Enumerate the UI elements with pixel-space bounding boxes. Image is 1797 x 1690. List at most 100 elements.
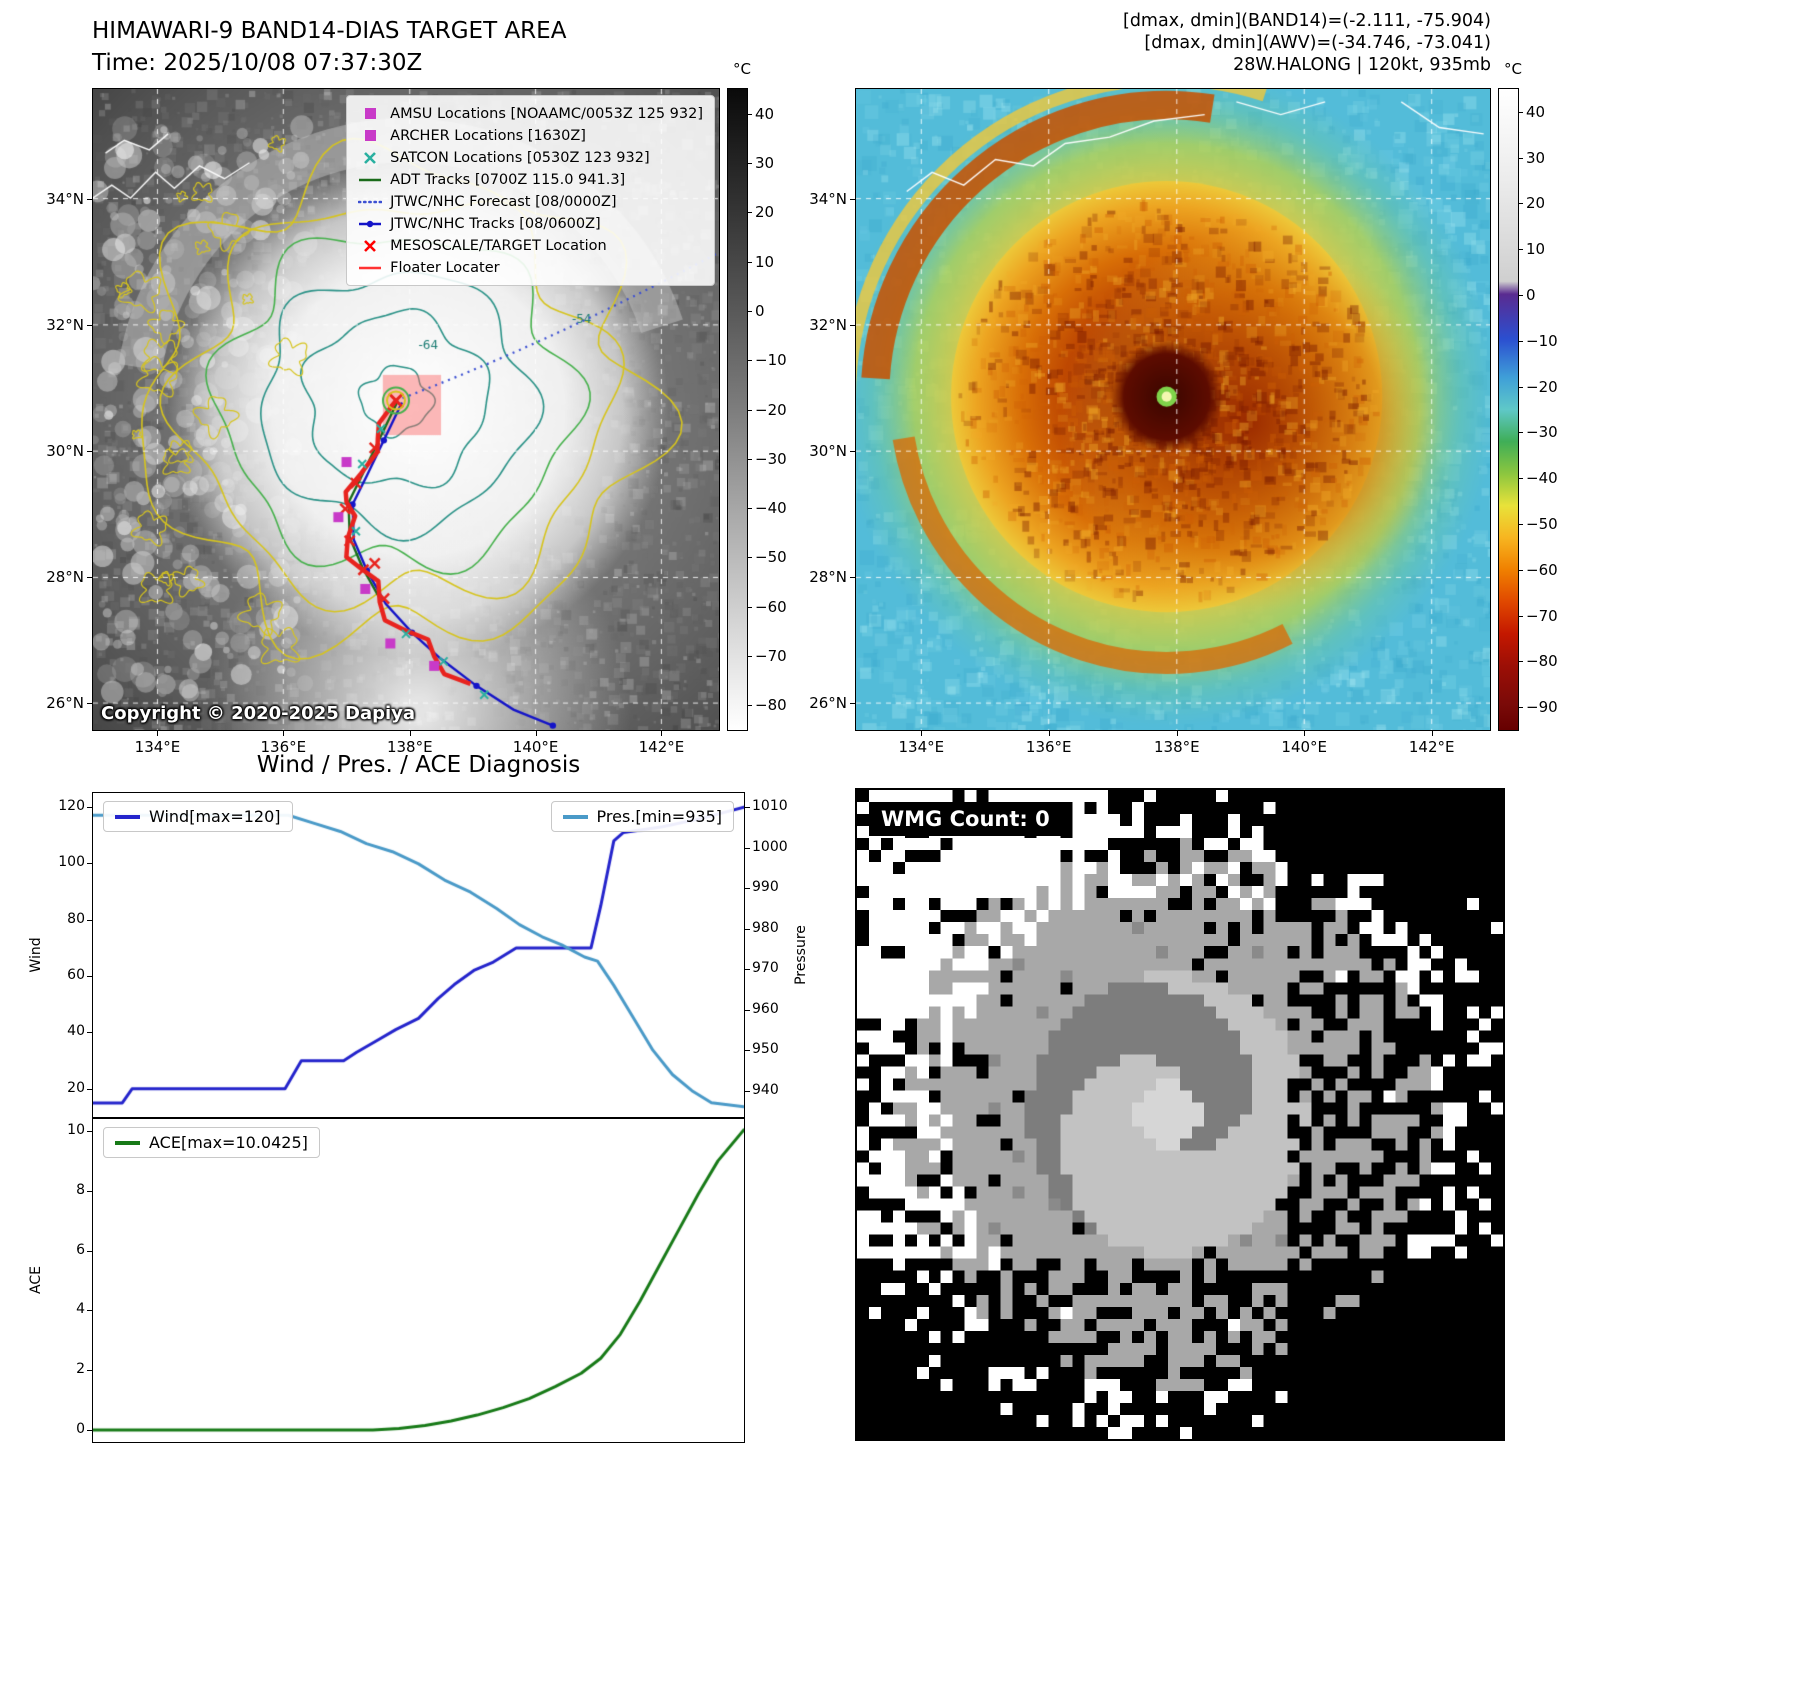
ace-legend-label: ACE[max=10.0425] xyxy=(149,1133,308,1152)
x-tick-label: 140°E xyxy=(1281,738,1328,756)
x-tick-label: 140°E xyxy=(512,738,559,756)
y-tick-label: 26°N xyxy=(46,694,84,713)
x-tick-mark xyxy=(921,730,923,736)
colorbar-tick-mark xyxy=(747,458,752,460)
colorbar-tick-label: 10 xyxy=(1526,240,1546,259)
pressure-legend-label: Pres.[min=935] xyxy=(596,807,722,826)
amsu-marker-icon xyxy=(358,106,382,121)
colorbar-tick-label: −20 xyxy=(1526,377,1558,396)
y-tick-label: 980 xyxy=(752,919,779,936)
y-tick-mark xyxy=(744,1009,750,1011)
y-tick-mark xyxy=(744,928,750,930)
wind-pressure-chart: Wind[max=120] Pres.[min=935] 20 40 60 80 100… xyxy=(58,792,788,1118)
x-tick-mark xyxy=(1048,730,1050,736)
colorbar-tick-label: −10 xyxy=(755,351,787,370)
y-tick-mark xyxy=(850,577,856,579)
y-tick-mark xyxy=(87,1190,93,1192)
y-tick-mark xyxy=(850,451,856,453)
pressure-legend: Pres.[min=935] xyxy=(550,801,734,832)
colorbar-tick-mark xyxy=(1518,478,1523,480)
wind-legend-swatch xyxy=(115,814,140,819)
colorbar-tick-mark xyxy=(747,705,752,707)
colorbar-tick-mark xyxy=(747,261,752,263)
y-tick-mark xyxy=(87,1310,93,1312)
y-tick-label: 40 xyxy=(67,1023,85,1040)
colorbar-tick-label: −40 xyxy=(1526,469,1558,488)
y-tick-label: 990 xyxy=(752,879,779,896)
y-tick-mark xyxy=(744,1050,750,1052)
colorbar-tick-mark xyxy=(747,606,752,608)
colorbar-tick-label: 0 xyxy=(755,301,765,320)
pressure-legend-swatch xyxy=(562,814,588,819)
colorbar-tick-label: 40 xyxy=(1526,102,1546,121)
x-tick-label: 138°E xyxy=(386,738,433,756)
y-tick-label: 32°N xyxy=(46,315,84,334)
colorbar-tick-mark xyxy=(747,310,752,312)
y-tick-label: 28°N xyxy=(46,568,84,587)
x-tick-mark xyxy=(283,730,285,736)
colorbar-tick-mark xyxy=(747,656,752,658)
colorbar-tick-label: 20 xyxy=(755,203,775,222)
y-tick-mark xyxy=(744,969,750,971)
y-tick-label: 20 xyxy=(67,1079,85,1096)
colorbar-tick-label: −30 xyxy=(755,449,787,468)
y-tick-label: 1000 xyxy=(752,838,788,855)
y-tick-mark xyxy=(87,976,93,978)
awv-satellite-map: 134°E 136°E 138°E 140°E 142°E 34°N 32°N 30°N 28°… xyxy=(809,88,1491,756)
y-tick-label: 10 xyxy=(67,1121,85,1138)
colorbar-tick-label: 0 xyxy=(1526,286,1536,305)
y-tick-label: 32°N xyxy=(809,315,847,334)
band14-map-legend: AMSU Locations [NOAAMC/0053Z 125 932] ARC… xyxy=(346,95,715,286)
x-tick-mark xyxy=(1431,730,1433,736)
wmg-panel: WMG Count: 0 xyxy=(855,788,1505,1441)
y-tick-label: 30°N xyxy=(46,442,84,461)
x-tick-label: 142°E xyxy=(1408,738,1455,756)
ace-chart: ACE[max=10.0425] 0 2 4 6 8 10 xyxy=(67,1118,745,1443)
colorbar-tick-mark xyxy=(1518,249,1523,251)
y-tick-mark xyxy=(87,324,93,326)
legend-item: MESOSCALE/TARGET Location xyxy=(358,236,703,255)
x-tick-label: 136°E xyxy=(1025,738,1072,756)
band14-colorbar-unit: °C xyxy=(733,60,751,78)
colorbar-tick-mark xyxy=(1518,203,1523,205)
dmax-dmin-band14-label: [dmax, dmin](BAND14)=(-2.111, -75.904) xyxy=(1123,11,1491,31)
legend-item-label: SATCON Locations [0530Z 123 932] xyxy=(390,149,650,166)
y-tick-label: 34°N xyxy=(46,189,84,208)
awv-colorbar-unit: °C xyxy=(1504,60,1522,78)
colorbar-tick-label: −70 xyxy=(1526,606,1558,625)
y-tick-label: 28°N xyxy=(809,568,847,587)
y-tick-mark xyxy=(87,1250,93,1252)
colorbar-tick-label: −60 xyxy=(755,597,787,616)
band14-panel-title: HIMAWARI-9 BAND14-DIAS TARGET AREA xyxy=(92,18,567,44)
x-tick-label: 134°E xyxy=(134,738,181,756)
y-tick-mark xyxy=(87,198,93,200)
y-tick-mark xyxy=(87,577,93,579)
colorbar-tick-mark xyxy=(1518,707,1523,709)
y-tick-label: 34°N xyxy=(809,189,847,208)
colorbar-tick-label: −10 xyxy=(1526,331,1558,350)
ace-plot xyxy=(93,1119,744,1442)
colorbar-tick-mark xyxy=(747,409,752,411)
wind-axis-label: Wind xyxy=(28,937,44,973)
wmg-pixel-image xyxy=(857,790,1503,1439)
ace-legend: ACE[max=10.0425] xyxy=(103,1127,320,1158)
y-tick-label: 1010 xyxy=(752,798,788,815)
y-tick-mark xyxy=(87,703,93,705)
legend-item: Floater Locater xyxy=(358,258,703,277)
y-tick-mark xyxy=(87,1370,93,1372)
colorbar-tick-label: −50 xyxy=(755,548,787,567)
colorbar-tick-mark xyxy=(1518,523,1523,525)
y-tick-mark xyxy=(87,807,93,809)
adt-marker-icon xyxy=(358,172,382,187)
legend-item-label: JTWC/NHC Forecast [08/0000Z] xyxy=(390,193,617,210)
y-tick-label: 940 xyxy=(752,1081,779,1098)
colorbar-tick-mark xyxy=(1518,661,1523,663)
mesoscale-marker-icon xyxy=(358,238,382,253)
colorbar-tick-label: −40 xyxy=(755,499,787,518)
ace-legend-swatch xyxy=(115,1140,140,1145)
wind-pressure-plot xyxy=(93,793,744,1117)
colorbar-tick-label: −70 xyxy=(755,647,787,666)
colorbar-tick-label: 20 xyxy=(1526,194,1546,213)
satcon-marker-icon xyxy=(358,150,382,165)
